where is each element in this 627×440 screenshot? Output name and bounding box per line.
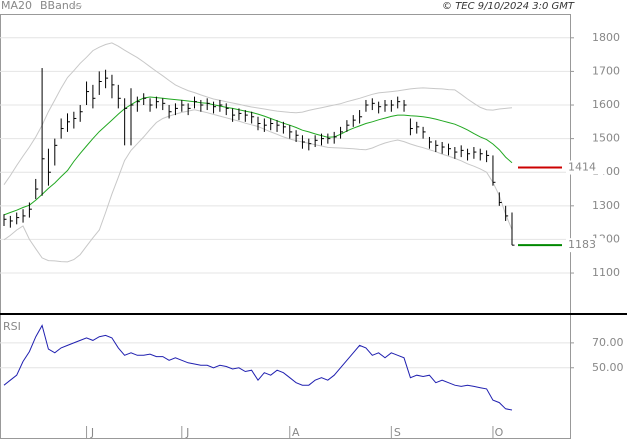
y-tick-label: 1800	[592, 31, 620, 44]
x-tick-label: S	[394, 426, 401, 439]
y-tick-label: 1300	[592, 199, 620, 212]
price-label-bg	[566, 160, 606, 175]
rsi-line	[3, 324, 513, 411]
y-tick-label: 70.00	[592, 336, 624, 349]
x-tick-label: J	[90, 426, 94, 439]
price-label-bg	[566, 238, 606, 253]
grid	[0, 37, 574, 438]
x-tick-label: A	[292, 426, 300, 439]
y-tick-label: 1600	[592, 98, 620, 111]
x-tick-label: O	[495, 426, 504, 439]
header: © TEC 9/10/2024 3:0 GMT	[442, 1, 575, 12]
legend-label: BBands	[40, 0, 82, 12]
y-tick-label: 50.00	[592, 361, 624, 374]
frame	[0, 14, 571, 439]
marks	[3, 42, 562, 411]
price-label: 1414	[568, 161, 596, 174]
panel-label: RSI	[3, 320, 21, 333]
price-label: 1183	[568, 238, 596, 251]
legend-label: MA20	[1, 0, 32, 12]
bband-upper	[3, 42, 513, 185]
x-tick-label: J	[185, 426, 189, 439]
ma20-line	[3, 96, 513, 216]
y-tick-label: 1500	[592, 132, 620, 145]
y-tick-label: 1700	[592, 64, 620, 77]
y-tick-label: 1100	[592, 266, 620, 279]
